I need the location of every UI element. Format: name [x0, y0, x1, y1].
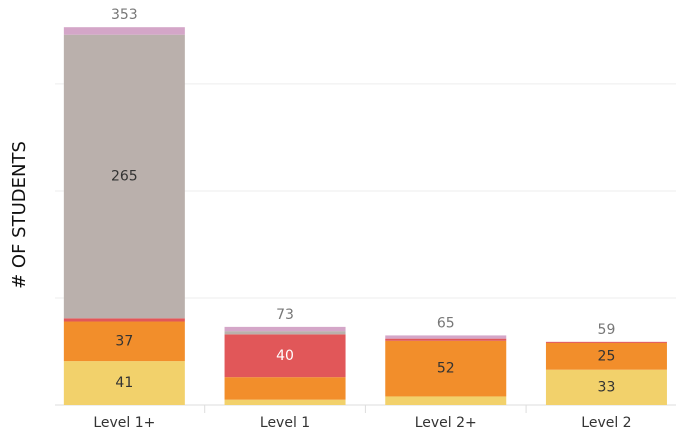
bar-segment: [63, 318, 185, 322]
bar-segment: [545, 369, 667, 405]
data-label: 25: [598, 348, 616, 364]
bar-segment: [63, 321, 185, 362]
data-label: 52: [437, 361, 455, 377]
bar-segment: [224, 326, 346, 332]
total-label: 59: [598, 322, 616, 338]
total-label: 73: [276, 307, 294, 323]
data-label: 33: [598, 379, 616, 395]
data-label: 41: [115, 375, 133, 391]
bar-segment: [385, 340, 507, 397]
y-axis-label: # OF STUDENTS: [9, 141, 30, 289]
bar-segment: [224, 334, 346, 378]
data-label: 265: [111, 168, 138, 184]
bar-segment: [224, 399, 346, 405]
data-label: 37: [115, 333, 133, 349]
total-label: 353: [111, 7, 138, 23]
bar-segment: [63, 27, 185, 35]
bar-segment: [545, 341, 667, 343]
x-tick-label: Level 1+: [93, 415, 155, 431]
x-tick-label: Level 2+: [415, 415, 477, 431]
bar-segment: [224, 377, 346, 400]
bar-segment: [385, 335, 507, 339]
data-label: 40: [276, 348, 294, 364]
bar-segment: [385, 338, 507, 341]
bar-segment: [63, 361, 185, 405]
total-label: 65: [437, 315, 455, 331]
x-tick-label: Level 1: [260, 415, 310, 431]
bar-segment: [385, 396, 507, 405]
bar-segment: [63, 34, 185, 319]
x-tick-label: Level 2: [581, 415, 631, 431]
bar-segment: [545, 342, 667, 370]
bar-segment: [224, 331, 346, 335]
